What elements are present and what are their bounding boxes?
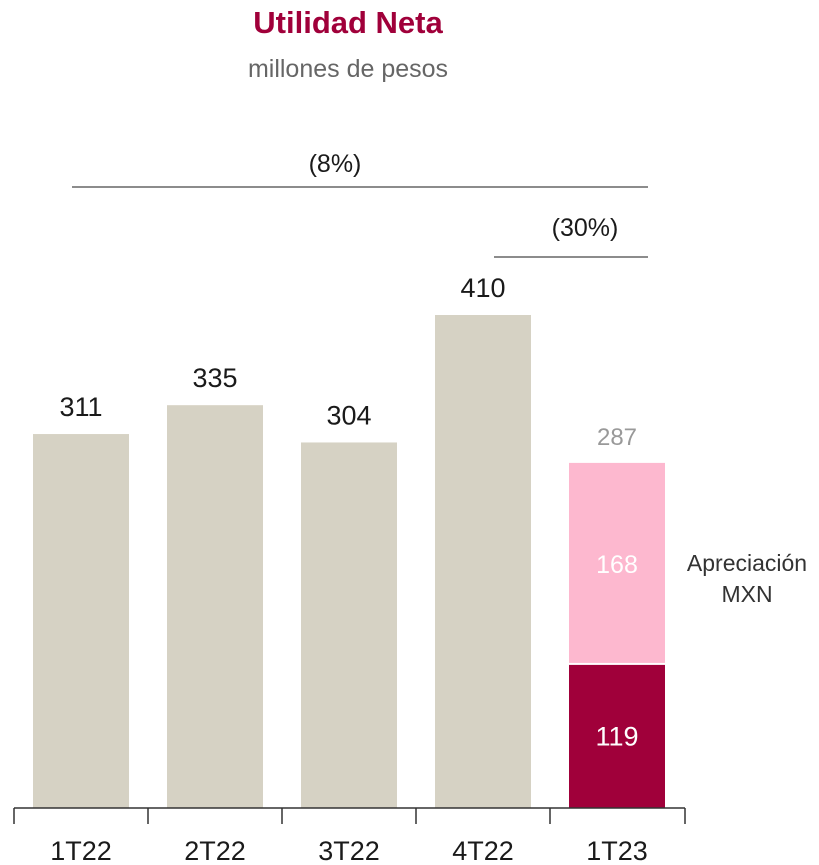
category-label-2T22: 2T22 <box>184 836 246 865</box>
bar-3T22 <box>301 442 397 808</box>
chart-subtitle: millones de pesos <box>248 55 448 83</box>
bar-4T22 <box>435 315 531 808</box>
value-label-4T22: 410 <box>460 273 505 303</box>
x-axis-ticks <box>13 808 686 824</box>
segment-label-1T23-base: 119 <box>595 721 638 751</box>
comparison-label-8pct: (8%) <box>309 150 362 178</box>
category-label-4T22: 4T22 <box>452 836 514 865</box>
value-label-2T22: 335 <box>192 363 237 393</box>
value-label-3T22: 304 <box>326 400 371 430</box>
comparison-label-30pct: (30%) <box>552 214 619 242</box>
bar-1T23-top <box>569 462 665 663</box>
bar-1T22 <box>33 434 129 808</box>
value-label-1T22: 311 <box>59 392 102 422</box>
annotation-apreciacion-line1: Apreciación <box>687 550 807 576</box>
segment-label-1T23-top: 168 <box>596 551 638 579</box>
category-label-3T22: 3T22 <box>318 836 380 865</box>
chart-title: Utilidad Neta <box>253 5 443 40</box>
category-label-1T22: 1T22 <box>50 836 112 865</box>
annotation-apreciacion-line2: MXN <box>721 581 772 607</box>
category-label-1T23: 1T23 <box>586 836 648 865</box>
bar-1T23-base <box>569 664 665 808</box>
value-label-1T23-total: 287 <box>597 424 637 451</box>
bar-2T22 <box>167 405 263 808</box>
